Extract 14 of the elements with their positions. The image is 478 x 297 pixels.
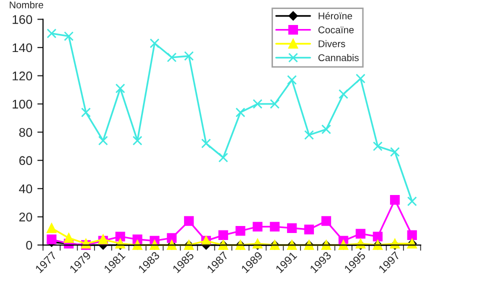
y-tick-label: 20 [19,212,32,222]
y-tick-label: 160 [12,15,32,24]
y-tick-label: 140 [12,43,32,52]
y-tick-label: 80 [19,128,32,137]
legend-label: Cannabis [318,54,359,62]
y-axis-title: Nombre [10,1,44,8]
y-tick-label: 40 [18,184,32,194]
legend-label: Divers [318,40,346,48]
y-tick-label: 100 [12,100,32,109]
y-tick-label: 0 [26,240,32,250]
legend-label: Cocaïne [318,26,354,34]
y-tick-label: 120 [12,72,32,80]
y-tick-label: 60 [19,156,32,166]
legend-label: Héroïne [318,12,352,20]
